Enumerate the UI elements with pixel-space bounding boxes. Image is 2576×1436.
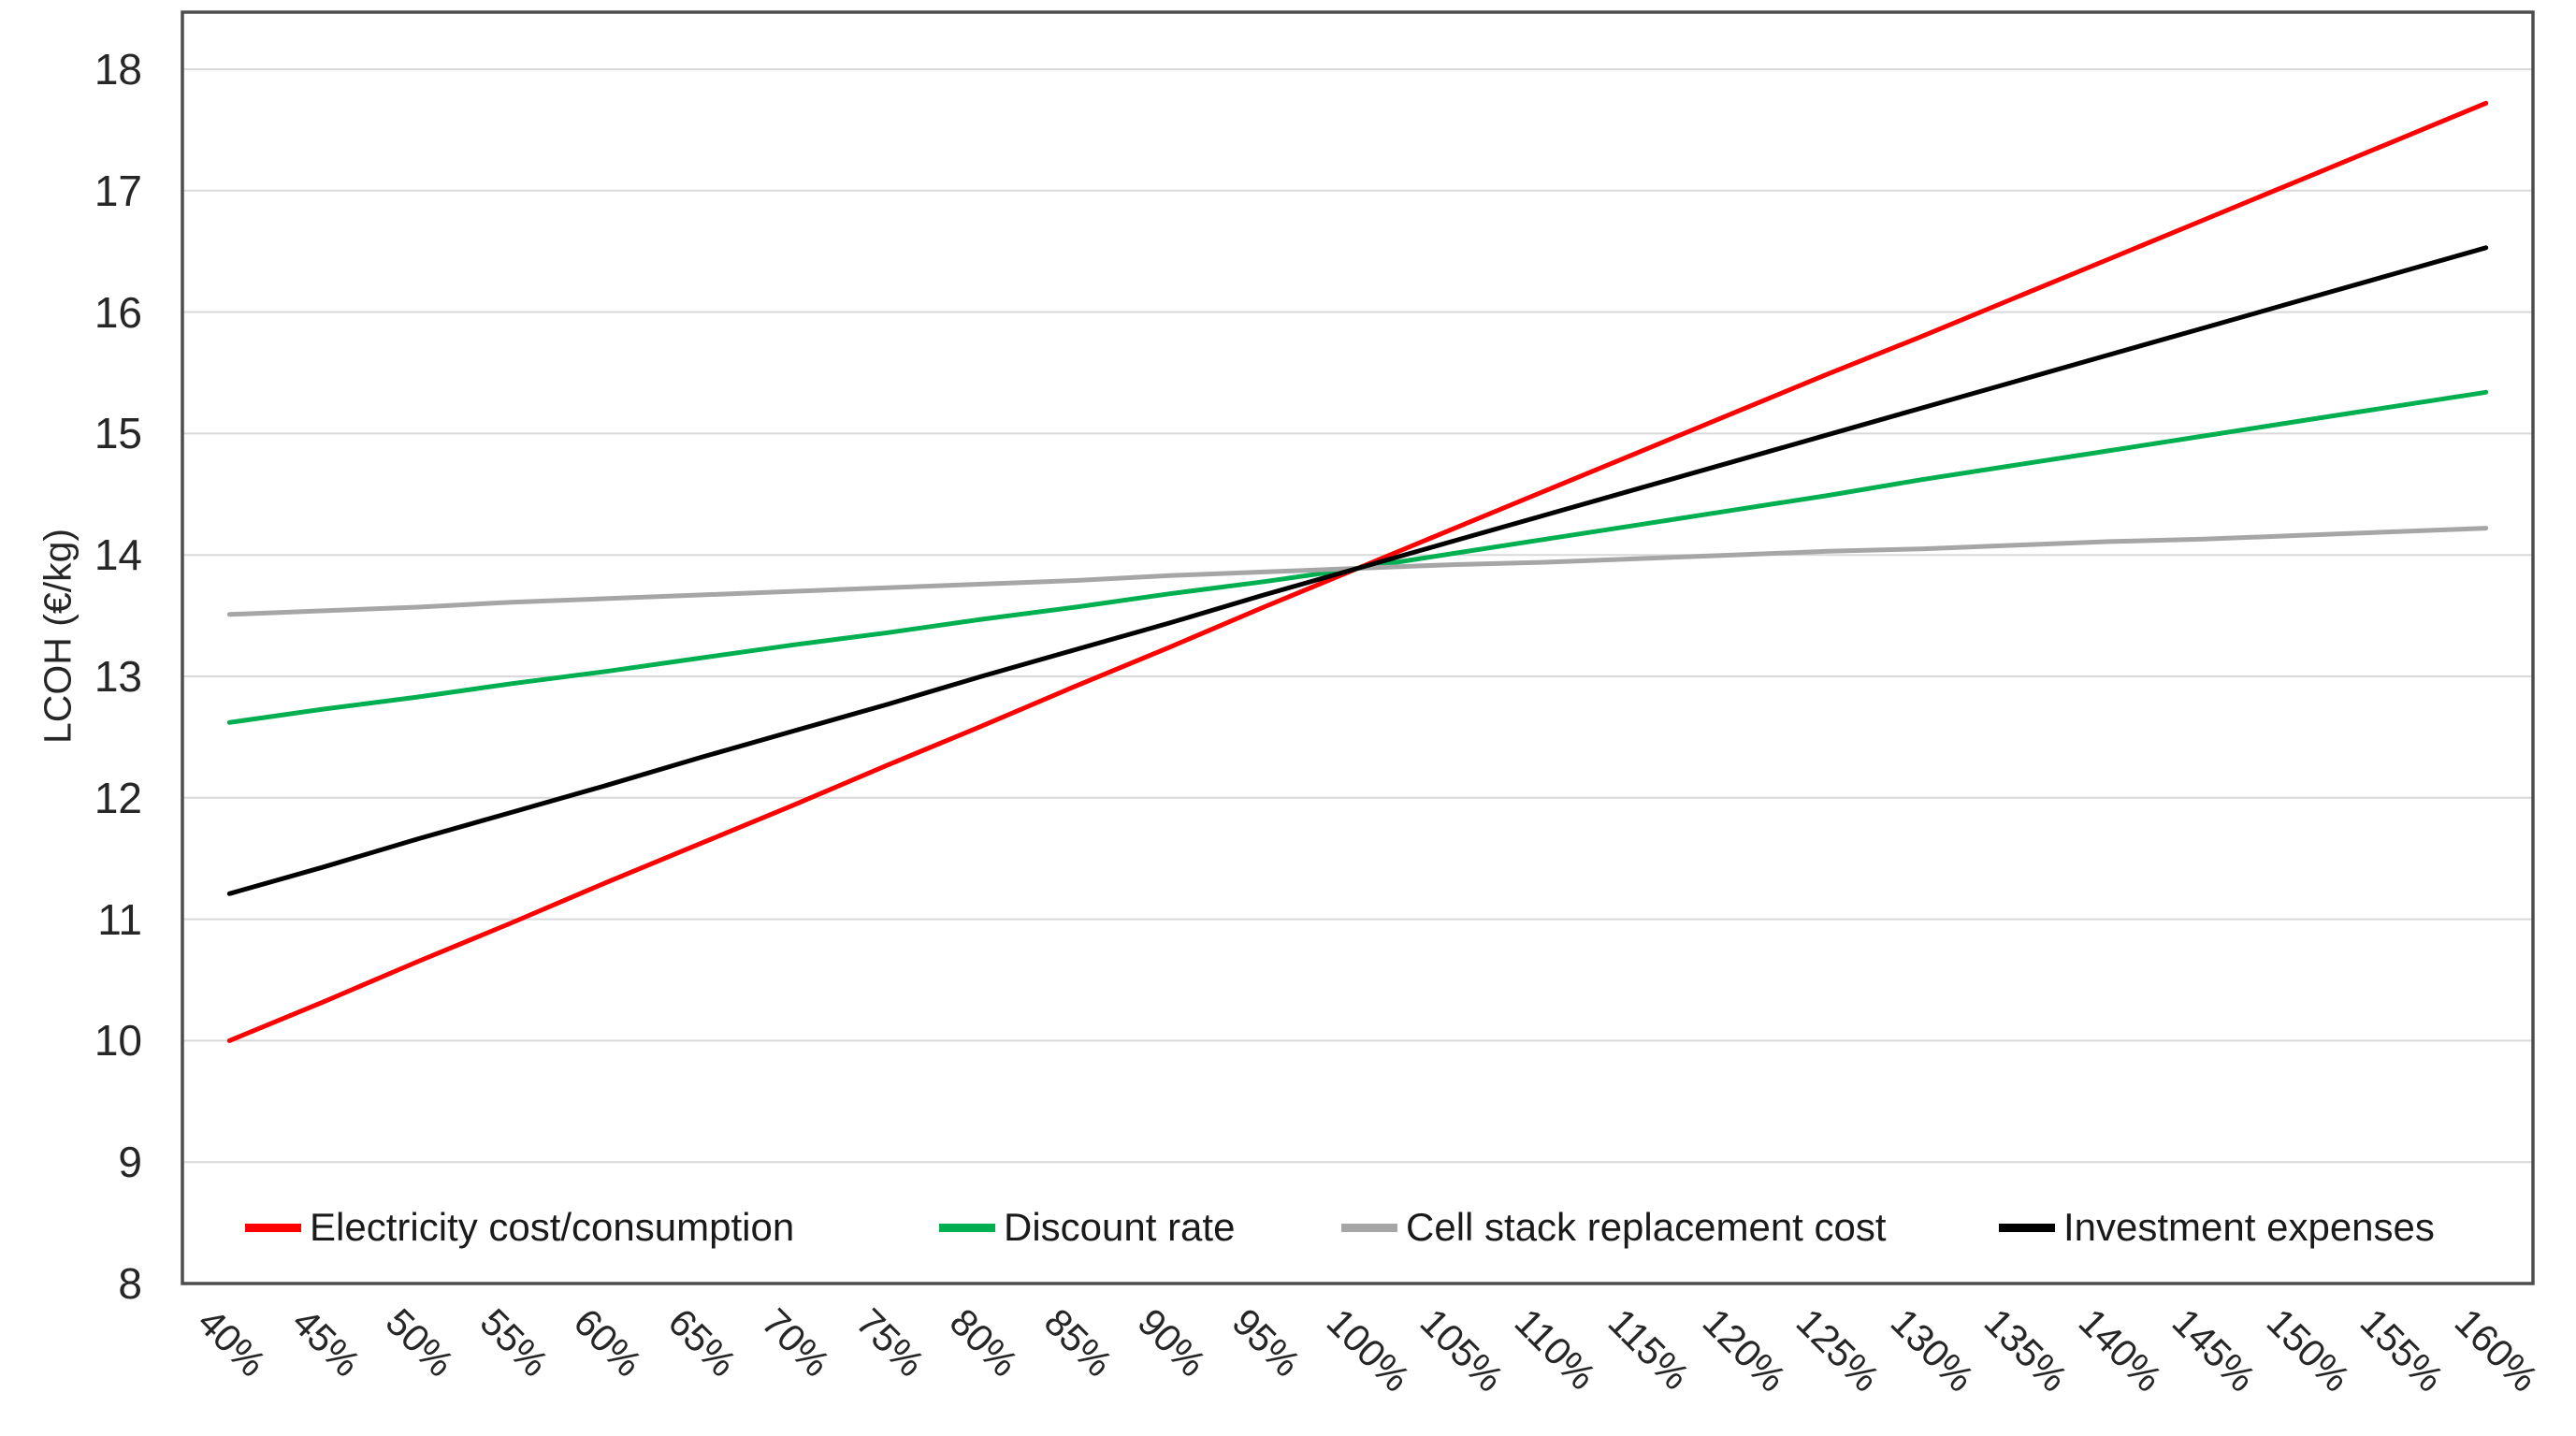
legend-label: Cell stack replacement cost — [1406, 1205, 1887, 1249]
y-tick-label: 14 — [94, 530, 142, 580]
legend-label: Discount rate — [1004, 1205, 1236, 1249]
legend-swatch-icon — [1999, 1223, 2055, 1232]
y-tick-label: 9 — [118, 1138, 142, 1187]
legend-label: Electricity cost/consumption — [310, 1205, 795, 1249]
legend-swatch-icon — [939, 1223, 995, 1232]
series-line-cell-stack-replacement-cost — [226, 526, 2489, 617]
plot-border — [181, 10, 2535, 1285]
legend-swatch-icon — [245, 1223, 301, 1232]
y-tick-label: 17 — [94, 166, 142, 215]
y-tick-label: 16 — [94, 287, 142, 337]
y-tick-label: 13 — [94, 652, 142, 701]
legend-swatch-icon — [1341, 1223, 1397, 1232]
legend-item: Investment expenses — [1999, 1206, 2435, 1249]
y-tick-label: 15 — [94, 409, 142, 458]
legend-label: Investment expenses — [2063, 1205, 2435, 1249]
y-tick-label: 12 — [94, 773, 142, 822]
legend-item: Electricity cost/consumption — [245, 1206, 794, 1249]
series-line-electricity-cost-consumption — [226, 100, 2489, 1043]
y-tick-label: 18 — [94, 45, 142, 94]
series-line-discount-rate — [226, 389, 2489, 725]
y-tick-label: 10 — [94, 1016, 142, 1066]
y-tick-label: 11 — [97, 894, 142, 944]
y-tick-label: 8 — [118, 1259, 142, 1308]
legend-item: Discount rate — [939, 1206, 1235, 1249]
legend-item: Cell stack replacement cost — [1341, 1206, 1887, 1249]
series-line-investment-expenses — [226, 245, 2489, 896]
y-axis-title: LCOH (€/kg) — [36, 528, 80, 745]
